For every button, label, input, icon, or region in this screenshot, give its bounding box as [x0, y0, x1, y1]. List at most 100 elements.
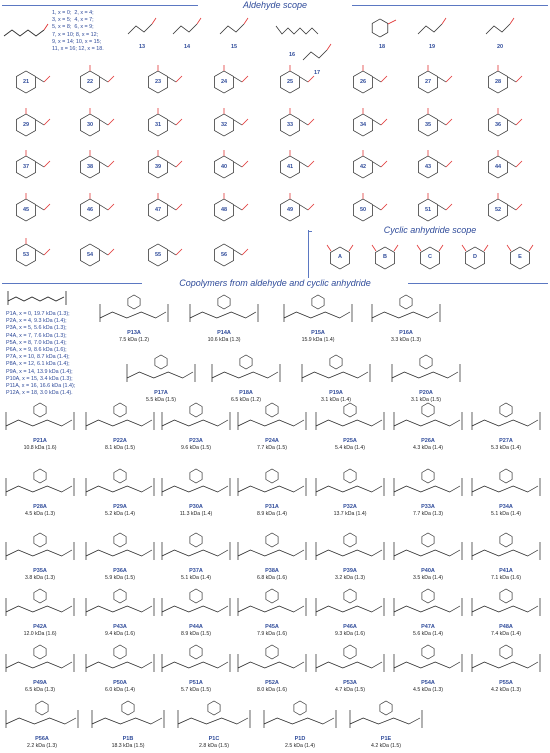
polymer-label: P13A	[127, 330, 141, 336]
polymer-label: P35A	[33, 568, 47, 574]
aldehyde-label: 43	[424, 164, 432, 170]
polymer-mw: 5.6 kDa (1.4)	[413, 631, 443, 637]
polymer-label: P29A	[113, 504, 127, 510]
polymer-structure	[85, 468, 155, 496]
aldehyde-structure	[219, 17, 249, 35]
anhydride-scope-title: Cyclic anhydride scope	[312, 225, 548, 235]
aldehyde-structure	[417, 17, 447, 35]
aldehyde-structure	[214, 65, 249, 94]
polymer-mw: 2.8 kDa (1.5)	[199, 743, 229, 749]
polymer-mw: 3.3 kDa (1.3)	[391, 337, 421, 343]
polymer-label: P15A	[311, 330, 325, 336]
aldehyde-structure	[148, 108, 183, 137]
aldehyde-structure	[353, 193, 388, 222]
aldehyde-label: 28	[494, 79, 502, 85]
polymer-mw: 4.5 kDa (1.3)	[25, 511, 55, 517]
polymer-mw: 15.9 kDa (1.4)	[301, 337, 335, 343]
polymer-label: P38A	[265, 568, 279, 574]
polymer-mw: 8.9 kDa (1.4)	[257, 511, 287, 517]
polymer-mw: 6.5 kDa (1.2)	[231, 397, 261, 403]
polymer-structure	[315, 588, 385, 616]
anhydride-structure	[506, 244, 534, 270]
polymer-structure	[161, 402, 231, 430]
polymer-structure	[471, 402, 541, 430]
polymer-label: P46A	[343, 624, 357, 630]
aldehyde-structure	[280, 65, 315, 94]
polymer-mw: 13.7 kDa (1.4)	[333, 511, 367, 517]
aldehyde-label: 37	[22, 164, 30, 170]
aldehyde-label: 33	[286, 122, 294, 128]
aldehyde-label: 34	[359, 122, 367, 128]
polymer-label: P18A	[239, 390, 253, 396]
polymer-structure	[161, 644, 231, 672]
polymer-label: P44A	[189, 624, 203, 630]
polymer-mw: 5.7 kDa (1.5)	[181, 687, 211, 693]
aldehyde-label: 13	[138, 44, 146, 50]
aldehyde-label: 44	[494, 164, 502, 170]
polymer-mw: 4.5 kDa (1.3)	[413, 687, 443, 693]
polymer-structure	[161, 532, 231, 560]
aldehyde-structure	[80, 193, 115, 222]
polymer-structure	[315, 402, 385, 430]
anhydride-label: C	[428, 254, 432, 260]
aldehyde-label: 20	[496, 44, 504, 50]
polymer-label: P41A	[499, 568, 513, 574]
anhydride-label: E	[518, 254, 522, 260]
aldehyde-label: 32	[220, 122, 228, 128]
polymer-mw: 11.3 kDa (1.4)	[179, 511, 213, 517]
copolymer-title: Copolymers from aldehyde and cyclic anhy…	[179, 278, 371, 288]
polymer-label: P54A	[421, 680, 435, 686]
aldehyde-label: 30	[86, 122, 94, 128]
polymer-structure	[126, 354, 196, 382]
series-entry: P4A, x = 7, 7.6 kDa (1.3);	[6, 332, 67, 339]
aldehyde-structure	[214, 150, 249, 179]
polymer-mw: 7.9 kDa (1.6)	[257, 631, 287, 637]
aldehyde-label: 40	[220, 164, 228, 170]
series-entry: 3, x = 5; 4, x = 7;	[52, 17, 94, 24]
aldehyde-structure	[80, 243, 115, 267]
aldehyde-label: 46	[86, 207, 94, 213]
aldehyde-structure	[353, 108, 388, 137]
polymer-structure	[237, 402, 307, 430]
polymer-structure	[5, 468, 75, 496]
polymer-mw: 8.9 kDa (1.5)	[181, 631, 211, 637]
polymer-label: P51A	[189, 680, 203, 686]
aldehyde-structure	[148, 193, 183, 222]
divider	[408, 283, 548, 284]
anhydride-label: A	[338, 254, 342, 260]
series-entry: P10A, x = 15, 3.4 kDa (1.3);	[6, 375, 73, 382]
polymer-label: P47A	[421, 624, 435, 630]
aldehyde-label: 22	[86, 79, 94, 85]
polymer-structure	[301, 354, 371, 382]
polymer-structure	[471, 588, 541, 616]
aldehyde-structure	[80, 150, 115, 179]
polymer-label: P55A	[499, 680, 513, 686]
polymer-label: P28A	[33, 504, 47, 510]
aldehyde-structure	[16, 108, 51, 137]
polymer-structure	[177, 700, 251, 728]
series-entry: P6A, x = 9, 8.6 kDa (1.6);	[6, 347, 67, 354]
aldehyde-label: 36	[494, 122, 502, 128]
polymer-mw: 5.4 kDa (1.4)	[335, 445, 365, 451]
polymer-structure	[85, 588, 155, 616]
series-entry: 7, x = 10; 8, x = 12;	[52, 31, 99, 38]
aldehyde-series-list: 1, x = 0; 2, x = 4; 3, x = 5; 4, x = 7; 5,…	[52, 10, 104, 53]
aldehyde-structure	[488, 108, 523, 137]
aldehyde-label: 18	[378, 44, 386, 50]
aldehyde-structure	[302, 43, 332, 61]
polymer-mw: 3.1 kDa (1.5)	[411, 397, 441, 403]
series-entry: P5A, x = 8, 7.0 kDa (1.4);	[6, 339, 67, 346]
anhydride-structure	[371, 244, 399, 270]
polymer-structure	[393, 468, 463, 496]
series-entry: 1, x = 0; 2, x = 4;	[52, 10, 94, 16]
polymer-structure	[263, 700, 337, 728]
polymer-mw: 4.3 kDa (1.4)	[413, 445, 443, 451]
aldehyde-label: 53	[22, 252, 30, 258]
polymer-structure	[393, 402, 463, 430]
polymer-mw: 12.0 kDa (1.6)	[23, 631, 57, 637]
polymer-structure	[393, 532, 463, 560]
polymer-structure	[5, 402, 75, 430]
aldehyde-label: 21	[22, 79, 30, 85]
polymer-structure	[349, 700, 423, 728]
aldehyde-structure	[418, 65, 453, 94]
